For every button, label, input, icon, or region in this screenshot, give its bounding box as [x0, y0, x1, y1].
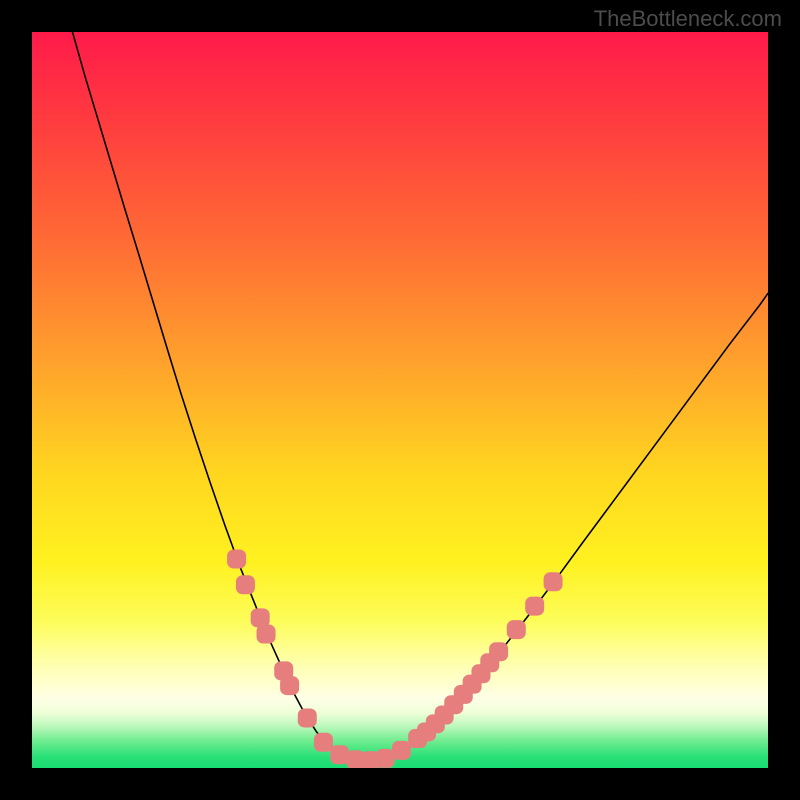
- marker-point: [236, 576, 254, 594]
- marker-point: [251, 609, 269, 627]
- chart-svg: [0, 0, 800, 800]
- marker-point: [526, 597, 544, 615]
- marker-point: [257, 625, 275, 643]
- marker-point: [507, 621, 525, 639]
- plot-background-gradient: [32, 32, 768, 768]
- marker-point: [228, 550, 246, 568]
- marker-point: [392, 741, 410, 759]
- marker-point: [298, 709, 316, 727]
- chart-container: TheBottleneck.com: [0, 0, 800, 800]
- marker-point: [544, 573, 562, 591]
- marker-point: [490, 643, 508, 661]
- marker-point: [281, 677, 299, 695]
- watermark-text: TheBottleneck.com: [594, 6, 782, 32]
- marker-point: [376, 749, 394, 767]
- marker-point: [331, 746, 349, 764]
- marker-point: [314, 733, 332, 751]
